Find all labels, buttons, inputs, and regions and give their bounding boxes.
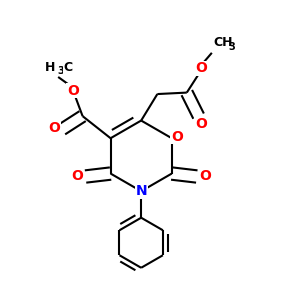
Text: N: N (135, 184, 147, 198)
Text: O: O (48, 121, 60, 135)
Text: O: O (71, 169, 83, 184)
Text: O: O (195, 117, 207, 131)
Text: 3: 3 (58, 66, 64, 76)
Text: O: O (195, 61, 207, 75)
Text: 3: 3 (228, 42, 235, 52)
Text: O: O (199, 169, 211, 184)
Text: CH: CH (213, 36, 233, 49)
Text: H: H (45, 61, 55, 74)
Text: O: O (171, 130, 183, 144)
Text: C: C (64, 61, 73, 74)
Text: O: O (67, 83, 79, 98)
